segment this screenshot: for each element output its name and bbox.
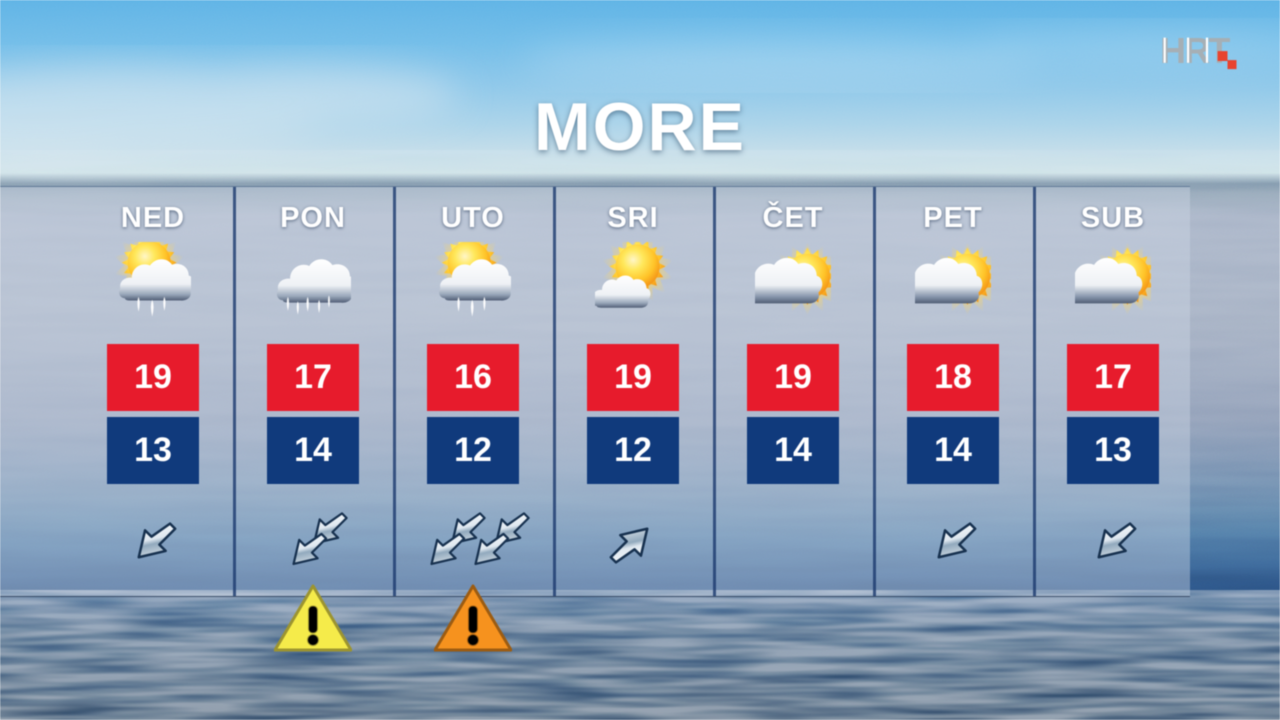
svg-text:HRT: HRT: [1160, 30, 1230, 71]
